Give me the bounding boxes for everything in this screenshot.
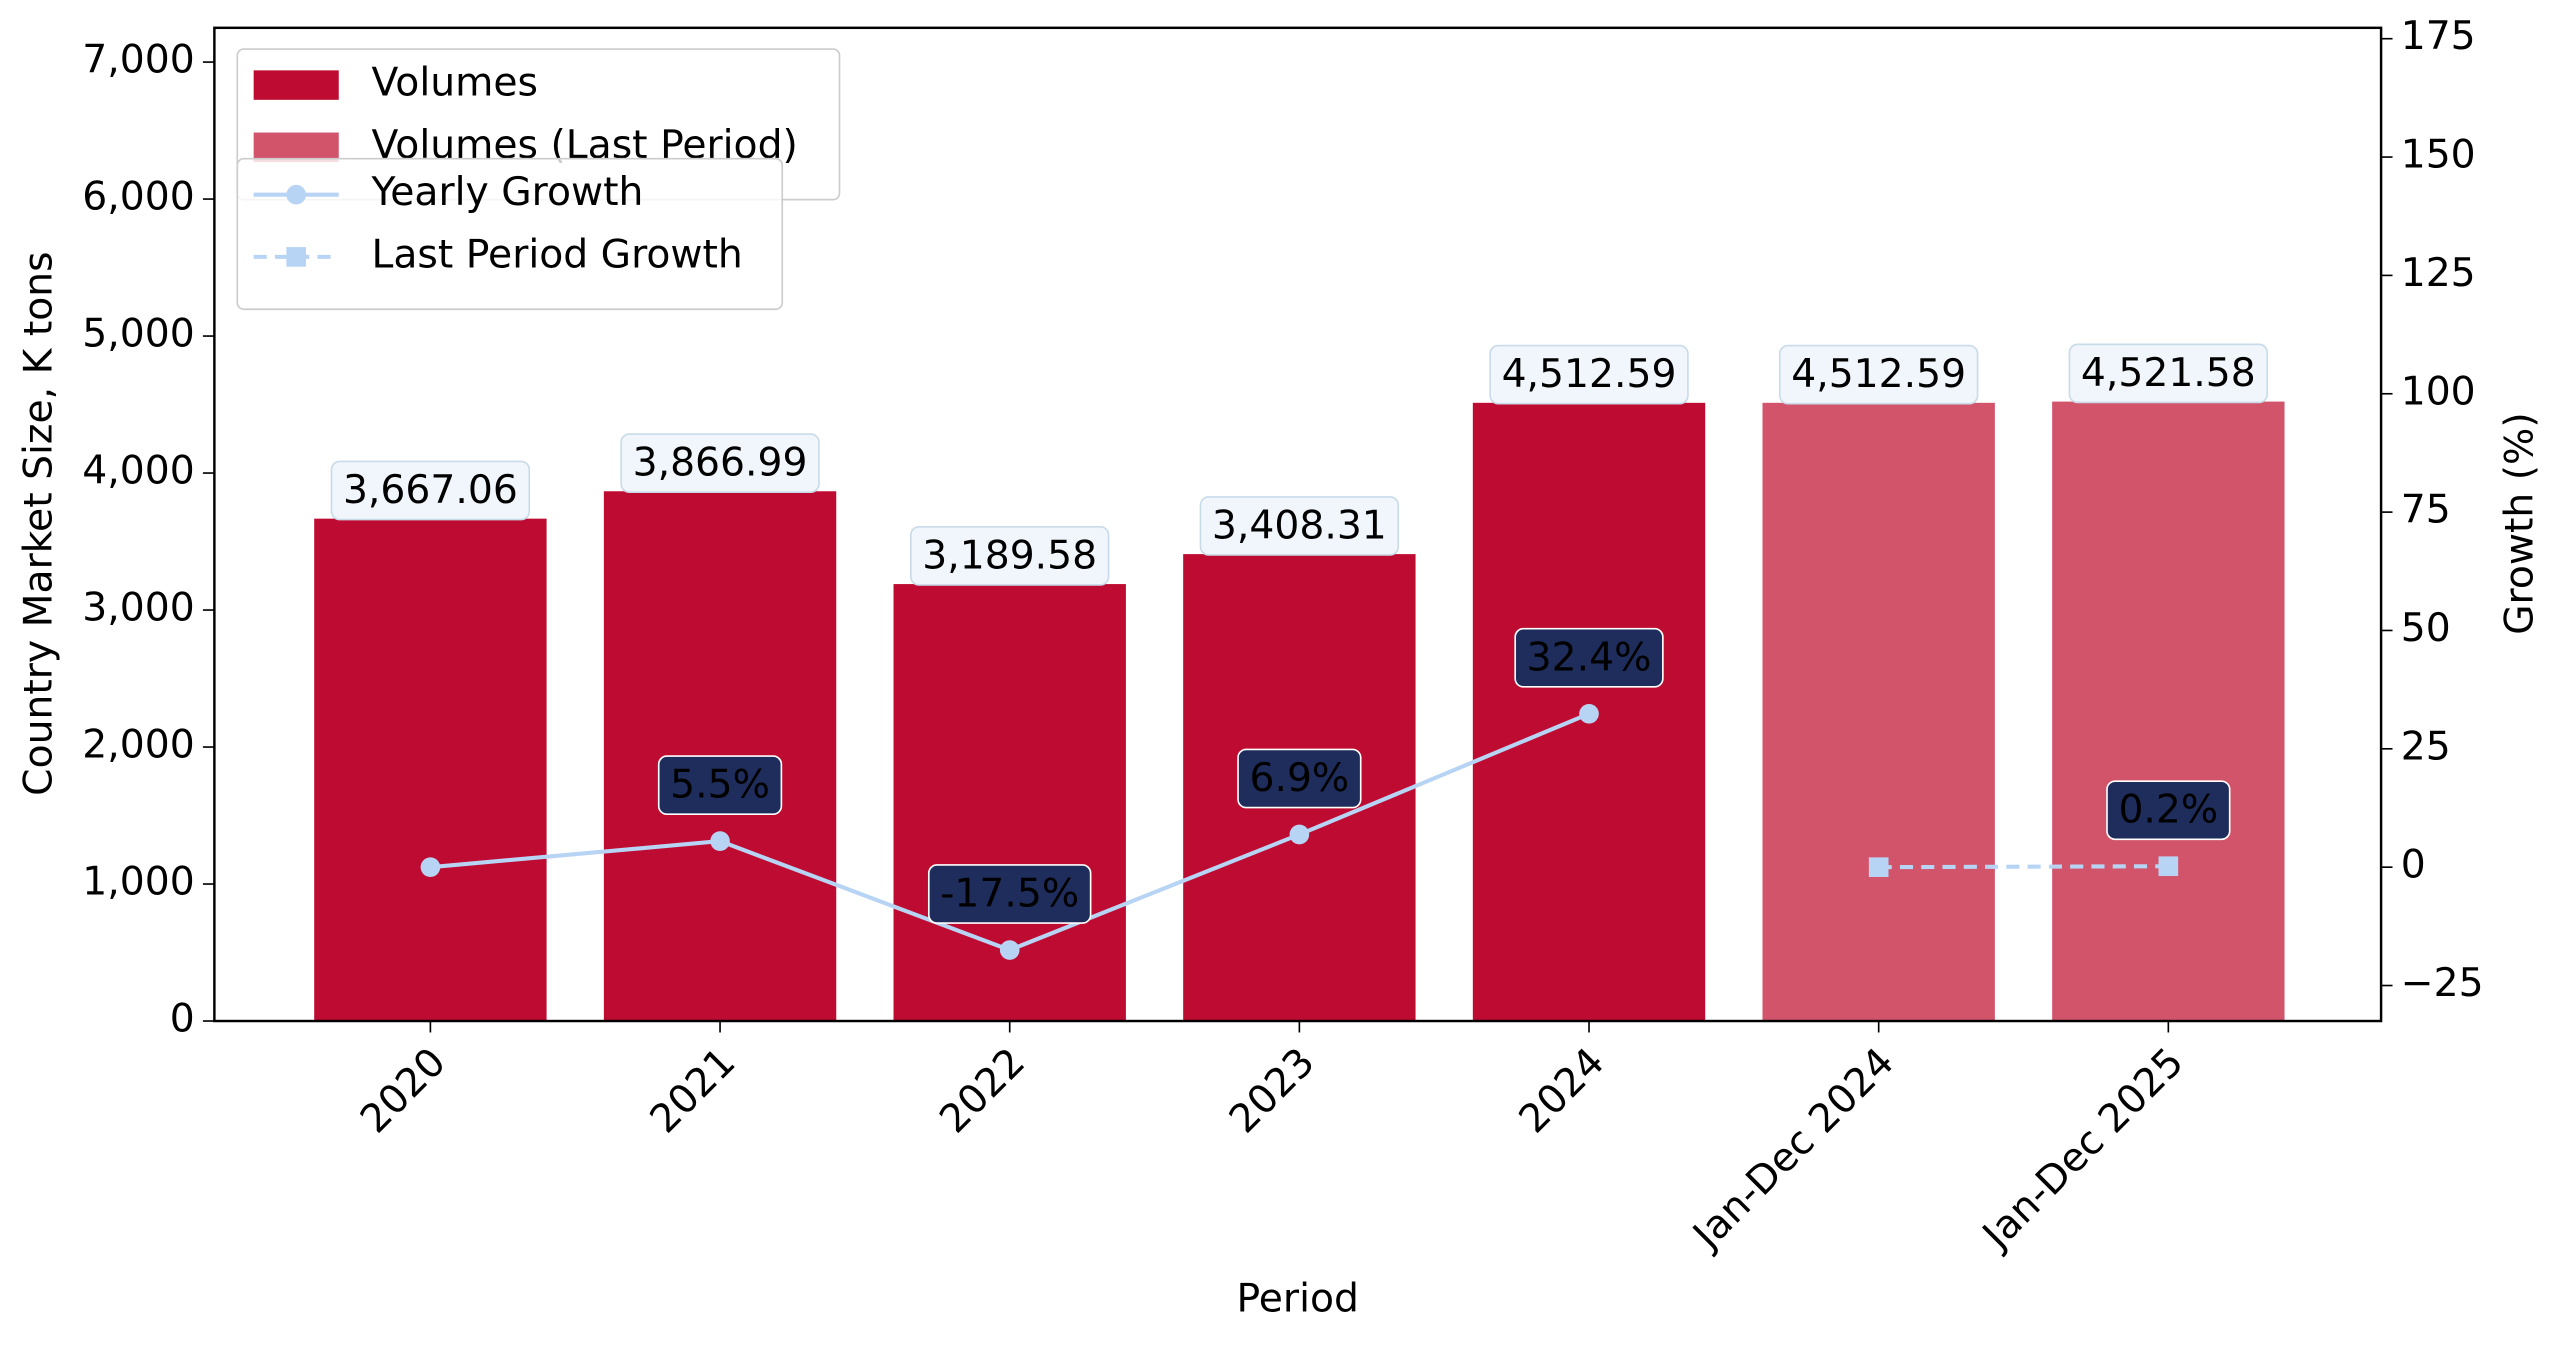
y-tick-label: 2,000 <box>82 723 194 768</box>
data-label-box <box>1489 344 1689 405</box>
x-tick-label: Jan-Dec 2025 <box>1973 1040 2193 1260</box>
legend-swatch <box>253 132 339 162</box>
data-label: 5.5% <box>670 763 770 808</box>
legend-swatch <box>253 70 339 100</box>
data-label-box <box>657 755 783 815</box>
marker <box>1868 857 1889 877</box>
data-label: 3,408.31 <box>1212 503 1387 548</box>
data-label: 32.4% <box>1527 635 1652 680</box>
data-label: 3,189.58 <box>922 533 1097 578</box>
data-label-box <box>2106 780 2231 841</box>
y-tick-label: 7,000 <box>82 38 194 83</box>
y-tick-label: 6,000 <box>82 175 194 220</box>
y-tick-label: 0 <box>170 997 195 1042</box>
y-tick-label: 5,000 <box>82 312 194 357</box>
data-label: 0.2% <box>2118 788 2218 833</box>
data-label: -17.5% <box>940 872 1079 917</box>
legend-marker <box>286 247 307 267</box>
y2-tick-label: 175 <box>2401 14 2476 59</box>
data-label-box <box>909 526 1110 586</box>
legend-label: Volumes <box>371 61 538 106</box>
y2-tick-label: 50 <box>2401 606 2451 651</box>
y2-tick-label: 25 <box>2401 724 2451 769</box>
x-tick-label: 2022 <box>932 1040 1034 1142</box>
marker <box>1289 824 1310 845</box>
data-label: 4,512.59 <box>1791 352 1966 397</box>
data-label: 6.9% <box>1249 756 1349 801</box>
data-label-box <box>1778 344 1979 405</box>
y2-tick-label: 75 <box>2401 488 2451 533</box>
y2-tick-label: 0 <box>2401 843 2426 888</box>
data-label: 3,866.99 <box>633 441 808 486</box>
y2-tick-label: 150 <box>2401 133 2476 178</box>
legend <box>236 157 784 311</box>
data-label: 4,521.58 <box>2081 351 2256 396</box>
marker <box>710 831 730 851</box>
bar <box>2052 401 2285 1022</box>
y-tick-label: 1,000 <box>82 860 194 905</box>
y2-axis-label: Growth (%) <box>2497 412 2542 635</box>
x-tick-label: 2021 <box>642 1040 744 1142</box>
x-tick-label: 2020 <box>352 1040 454 1142</box>
data-label-box <box>1199 496 1400 556</box>
legend-label: Last Period Growth <box>371 232 742 277</box>
y-axis-label: Country Market Size, K tons <box>16 251 61 795</box>
plot-frame <box>213 26 2383 1023</box>
data-label: 4,512.59 <box>1502 352 1677 397</box>
marker <box>1579 703 1599 724</box>
data-label: 3,667.06 <box>343 468 518 513</box>
bar <box>314 518 547 1022</box>
data-label-box <box>330 460 531 521</box>
data-label-box <box>1514 627 1664 688</box>
data-label-box <box>927 864 1092 924</box>
y2-tick-label: 125 <box>2401 251 2476 296</box>
y-tick-label: 4,000 <box>82 449 194 494</box>
marker <box>2158 856 2179 877</box>
y2-tick-label: 100 <box>2401 369 2476 414</box>
x-tick-label: 2023 <box>1221 1040 1323 1142</box>
bar <box>1762 402 1995 1022</box>
marker <box>999 940 1020 960</box>
legend-label: Yearly Growth <box>370 170 643 215</box>
legend-marker <box>286 184 307 205</box>
y2-tick-label: −25 <box>2401 961 2484 1006</box>
data-label-box <box>2068 343 2269 404</box>
x-tick-label: Jan-Dec 2024 <box>1683 1040 1903 1260</box>
data-label-box <box>1237 748 1362 809</box>
x-tick-label: 2024 <box>1511 1040 1613 1142</box>
x-axis-label: Period <box>1237 1276 1359 1321</box>
marker <box>420 857 441 877</box>
y-tick-label: 3,000 <box>82 586 194 631</box>
data-label-box <box>620 433 820 493</box>
growth-line <box>1878 864 2169 870</box>
